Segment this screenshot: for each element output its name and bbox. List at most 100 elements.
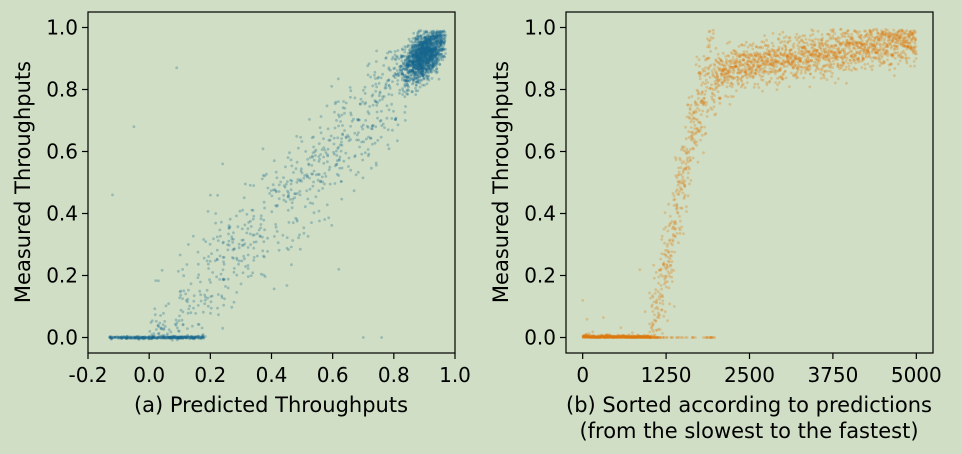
data-point [904, 56, 908, 59]
data-point [672, 269, 676, 272]
data-point [183, 335, 187, 339]
data-point [137, 337, 141, 341]
data-point [155, 336, 158, 340]
data-point [226, 286, 230, 290]
data-point [692, 120, 696, 124]
data-point [407, 79, 411, 83]
data-point [216, 193, 220, 197]
data-point [844, 68, 847, 71]
data-point [355, 133, 359, 137]
data-point [192, 299, 196, 303]
data-point [415, 73, 419, 77]
data-point [119, 336, 122, 340]
data-point [246, 227, 250, 231]
data-point [431, 58, 435, 62]
data-point [370, 166, 373, 170]
data-point [426, 47, 429, 50]
data-point [414, 86, 417, 90]
data-point [832, 29, 835, 33]
data-point [896, 62, 900, 66]
data-point [678, 232, 682, 235]
data-point [433, 34, 437, 38]
data-point [125, 337, 129, 340]
data-point [429, 35, 432, 38]
data-point [126, 336, 130, 340]
data-point [367, 152, 371, 156]
data-point [416, 43, 420, 47]
data-point [444, 52, 447, 55]
data-point [203, 335, 207, 338]
data-point [243, 223, 247, 227]
data-point [165, 336, 169, 339]
data-point [312, 145, 315, 149]
data-point [141, 336, 145, 340]
data-point [162, 327, 166, 330]
data-point [850, 49, 854, 53]
data-point [398, 65, 401, 69]
data-point [356, 170, 360, 174]
data-point [442, 37, 446, 41]
data-point [137, 334, 141, 338]
data-point [811, 33, 815, 36]
data-point [154, 319, 158, 323]
data-point [340, 137, 343, 141]
data-point [682, 171, 685, 174]
data-point [317, 173, 321, 176]
data-point [151, 336, 155, 340]
data-point [652, 263, 656, 267]
data-point [416, 65, 419, 69]
data-point [119, 335, 123, 339]
data-point [748, 57, 751, 61]
data-point [740, 79, 744, 83]
data-point [403, 119, 407, 122]
data-point [419, 45, 422, 49]
data-point [727, 54, 731, 58]
data-point [392, 67, 396, 70]
data-point [147, 335, 151, 339]
data-point [685, 147, 689, 151]
data-point [111, 336, 115, 340]
data-point [139, 336, 143, 340]
data-point [656, 290, 660, 293]
data-point [435, 57, 439, 61]
data-point [126, 335, 130, 338]
data-point [761, 89, 764, 93]
data-point [206, 262, 210, 266]
data-point [695, 110, 698, 114]
data-point [170, 336, 173, 340]
data-point [416, 55, 420, 59]
data-point [179, 293, 183, 297]
data-point [289, 245, 293, 249]
data-point [216, 306, 219, 310]
data-point [757, 86, 761, 89]
data-point [193, 336, 197, 340]
data-point [217, 313, 220, 317]
data-point [893, 74, 896, 77]
data-point [367, 112, 371, 116]
data-point [349, 124, 352, 128]
data-point [863, 63, 867, 66]
data-point [182, 289, 186, 293]
data-point [702, 54, 706, 58]
data-point [755, 69, 758, 73]
data-point [658, 313, 661, 317]
data-point [828, 33, 831, 37]
data-point [178, 335, 182, 339]
data-point [412, 52, 415, 56]
data-point [377, 75, 380, 79]
data-point [428, 69, 432, 72]
data-point [179, 336, 183, 340]
data-point [403, 50, 407, 54]
data-point [432, 48, 436, 51]
data-point [113, 335, 117, 339]
data-point [439, 40, 443, 44]
data-point [224, 285, 227, 288]
data-point [137, 336, 140, 340]
data-point [420, 56, 423, 59]
data-point [753, 82, 757, 86]
data-point [307, 162, 311, 166]
data-point [846, 32, 850, 36]
data-point [794, 36, 797, 39]
data-point [361, 100, 365, 104]
data-point [662, 261, 666, 265]
